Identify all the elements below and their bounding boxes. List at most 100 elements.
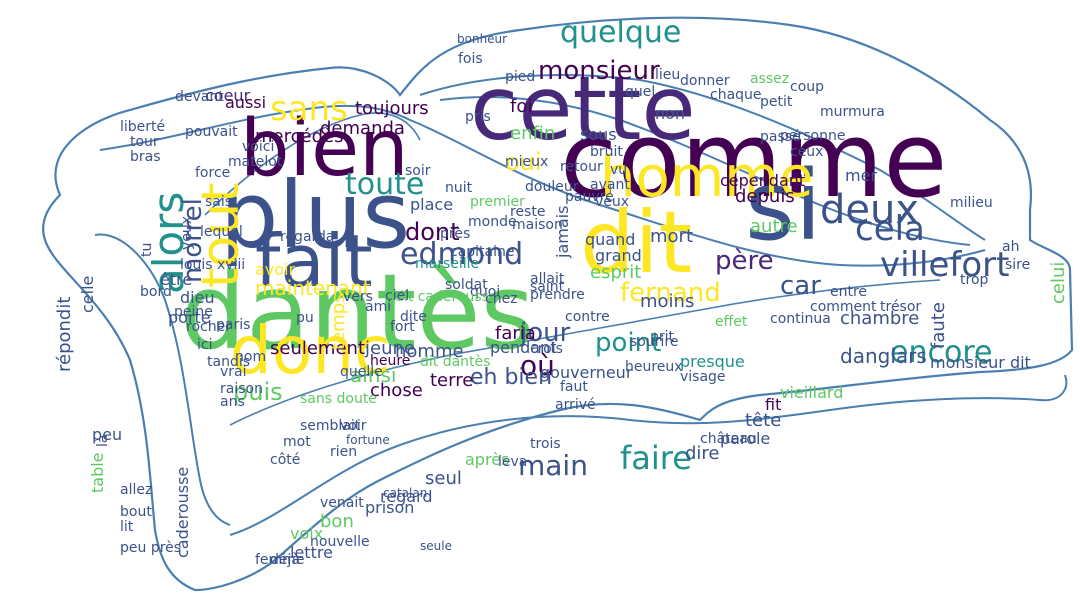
word-fois: fois xyxy=(458,51,483,67)
word-quelque: quelque xyxy=(560,15,682,50)
word-peine: peine xyxy=(174,304,213,320)
word-fait: fait xyxy=(255,219,373,303)
word-sais: sais xyxy=(205,194,233,210)
word-cette: cette xyxy=(470,57,696,160)
word-dit-caderousse: dit caderousse xyxy=(395,289,498,305)
word-là: là xyxy=(95,434,111,447)
word-mercédès: mercédès xyxy=(255,126,344,147)
book-page-fold-1 xyxy=(419,74,986,241)
word-retour: retour xyxy=(560,159,603,175)
word-comme: comme xyxy=(560,99,948,221)
word-faria: faria xyxy=(495,323,536,344)
word-tour: tour xyxy=(130,134,159,150)
word-où: où xyxy=(520,349,555,382)
word-eh-bien: eh bien xyxy=(470,365,553,390)
word-contre: contre xyxy=(565,309,610,325)
word-rien: rien xyxy=(330,444,358,460)
word-pendant: pendant xyxy=(490,338,557,357)
word-maintenant: maintenant xyxy=(255,276,371,300)
word-faute: faute xyxy=(928,302,949,349)
word-place: place xyxy=(410,195,454,214)
word-vrai: vrai xyxy=(220,364,247,380)
word-quelle: quelle xyxy=(340,364,383,380)
word-petit: petit xyxy=(760,94,793,110)
word-nom: nom xyxy=(235,349,267,365)
word-pris: pris xyxy=(465,109,491,125)
word-chose: chose xyxy=(370,380,423,401)
word-sans-doute: sans doute xyxy=(300,391,377,407)
word-voici: voici xyxy=(242,139,275,155)
word-aussi: aussi xyxy=(225,93,267,112)
book-left-page-edge xyxy=(94,233,231,526)
word-passé: passé xyxy=(760,129,801,145)
word-bien: bien xyxy=(240,104,409,194)
word-toujours: toujours xyxy=(355,98,429,119)
word-grand: grand xyxy=(595,246,642,265)
word-seule: seule xyxy=(420,539,452,553)
word-force: force xyxy=(195,165,231,181)
word-parole: parole xyxy=(720,429,771,448)
word-lit: lit xyxy=(120,519,134,535)
word-catalan: catalan xyxy=(383,486,428,500)
word-car: car xyxy=(780,271,821,301)
word-tu: tu xyxy=(139,242,155,257)
word-paris: paris xyxy=(216,317,251,333)
word-pouvait: pouvait xyxy=(185,124,238,140)
word-saint: saint xyxy=(530,279,565,295)
word-nouvelle: nouvelle xyxy=(310,534,370,550)
word-milieu: milieu xyxy=(950,195,993,211)
book-page-ridge-2 xyxy=(229,279,941,426)
word-homme: homme xyxy=(600,145,814,210)
word-faire: faire xyxy=(620,439,692,477)
word-cependant: cependant xyxy=(720,171,806,190)
word-autre: autre xyxy=(750,216,798,237)
word-ainsi: ainsi xyxy=(350,363,397,387)
word-danglars: danglars xyxy=(840,344,927,368)
word-sourire: sourire xyxy=(630,334,679,350)
word-monsieur-dit: monsieur dit xyxy=(930,353,1031,372)
word-plus: plus xyxy=(220,162,411,269)
word-dit: dit xyxy=(580,193,693,293)
word-venait: venait xyxy=(320,495,364,511)
word-chez: chez xyxy=(485,291,518,307)
word-seul: seul xyxy=(425,468,462,489)
word-dieu: dieu xyxy=(180,288,215,307)
word-après: après xyxy=(465,450,510,469)
word-seulement: seulement xyxy=(270,338,366,359)
word-faut: faut xyxy=(560,379,588,395)
word-foi: foi xyxy=(510,96,533,117)
word-devant: devant xyxy=(175,89,224,105)
word-peu: peu xyxy=(92,425,123,444)
word-presque: presque xyxy=(680,352,745,371)
book-spine-inner xyxy=(99,104,986,267)
word-depuis: depuis xyxy=(735,186,795,207)
word-prit: prit xyxy=(650,329,675,345)
word-visage: visage xyxy=(680,369,726,385)
word-peu-près: peu près xyxy=(120,540,182,556)
word-mer: mer xyxy=(845,166,878,185)
word-près: près xyxy=(440,226,471,242)
word-esprit: esprit xyxy=(590,262,642,283)
word-monsieur: monsieur xyxy=(538,56,660,86)
word-donc: donc xyxy=(230,312,391,389)
word-dont: dont xyxy=(405,218,460,246)
word-chaque: chaque xyxy=(710,87,762,103)
word-monde: monde xyxy=(468,214,517,230)
word-quoi: quoi xyxy=(470,284,501,300)
word-coup: coup xyxy=(790,79,825,95)
book-page-ridge-1 xyxy=(204,112,421,216)
word-villefort: villefort xyxy=(880,245,1010,285)
word-rocher: rocher xyxy=(186,319,231,335)
word-oui: oui xyxy=(505,148,542,176)
word-nuit: nuit xyxy=(445,180,473,196)
word-coeur: coeur xyxy=(205,86,251,105)
word-sous: sous xyxy=(580,125,617,144)
word-bonheur: bonheur xyxy=(457,32,508,46)
word-porte: porte xyxy=(168,308,211,327)
word-bout: bout xyxy=(120,504,152,520)
word-raison: raison xyxy=(220,381,263,397)
word-mot: mot xyxy=(283,434,311,450)
